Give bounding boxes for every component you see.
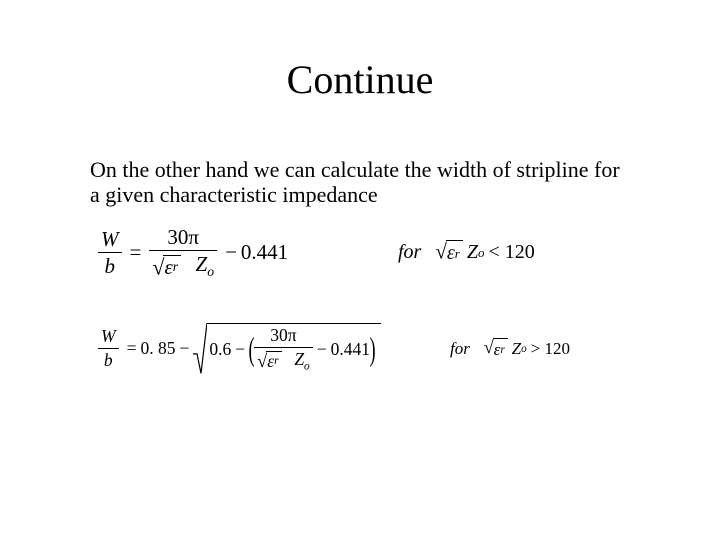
sqrt-arg: εr [163,255,181,278]
eq1-minus: − [225,240,237,265]
sqrt-eps: √ εr [435,240,462,265]
eps: ε [447,242,455,265]
eq2-ratio-num: W [98,328,119,346]
fraction-bar [254,347,313,348]
eq1-condition: for √ εr Zo < 120 [398,240,535,265]
eq1-ratio-den: b [102,256,119,277]
eps: ε [494,340,501,360]
Z-sub: o [521,343,527,355]
eq2-c2: 0.6 [209,339,231,360]
eq2-main-den: √ εr Zo [254,351,313,373]
radical-icon: √ [152,256,164,279]
Z: Z [467,241,478,264]
slide: Continue On the other hand we can calcul… [0,0,720,540]
eq2-minus2: − [235,339,245,360]
sqrt-arg: εr [493,338,508,360]
sqrt-arg: 0.6 − ( 30π √ εr [207,323,381,374]
sqrt-eps: √ εr [257,351,281,371]
radical-icon: √ [257,352,267,372]
eq2-ratio-den: b [101,352,116,370]
sqrt-eps: √ εr [152,255,181,278]
equation-2: W b = 0. 85 − 0.6 − [98,323,660,374]
fraction-bar [98,348,119,349]
Z: Z [294,349,304,369]
eps-sub: r [173,260,178,274]
eq1-expression: W b = 30π √ εr Zo [98,227,288,279]
eq1-equals: = [130,240,142,265]
eq2-minus1: − [179,338,189,359]
radical-icon [193,323,207,374]
eq2-bigsqrt: 0.6 − ( 30π √ εr [193,323,381,374]
fraction-bar [149,250,217,251]
eq1-ratio-num: W [98,229,122,250]
eps-sub: r [455,246,460,262]
for-label: for [450,339,470,359]
sqrt-arg: εr [446,240,463,265]
eq2-condition: for √ εr Zo > 120 [450,338,570,360]
equation-1: W b = 30π √ εr Zo [98,227,660,279]
sqrt-arg: εr [266,351,281,371]
lparen-icon: ( [249,331,255,369]
for-label: for [398,241,421,264]
sqrt-eps: √ εr [484,338,508,360]
eq2-expression: W b = 0. 85 − 0.6 − [98,323,381,374]
Z: Z [512,339,521,359]
eps-sub: r [500,344,504,356]
eq1-main-den: √ εr Zo [149,254,217,279]
eq1-main-num: 30π [164,227,202,248]
eq2-ratio: W b [98,328,119,369]
eq2-gt: > 120 [531,339,570,359]
radical-icon: √ [484,339,494,361]
eq2-const: 0.441 [331,339,370,360]
fraction-bar [98,252,122,253]
eq1-lt: < 120 [488,241,534,264]
eq1-mainfrac: 30π √ εr Zo [149,227,217,279]
Z-sub: o [304,360,310,372]
Z: Z [196,252,208,276]
eps: ε [164,257,172,278]
eps: ε [267,353,274,371]
eq2-main-num: 30π [267,327,299,345]
eq2-equals: = [127,338,137,359]
eq2-minus3: − [317,339,327,360]
rparen-icon: ) [369,331,375,369]
page-title: Continue [0,56,720,103]
eq1-ratio: W b [98,229,122,277]
radical-icon: √ [435,242,447,267]
eq2-mainfrac: 30π √ εr Zo [254,327,313,372]
eps-sub: r [274,356,278,367]
eq2-c1: 0. 85 [140,338,175,359]
body-text: On the other hand we can calculate the w… [90,158,630,207]
eq1-const: 0.441 [241,240,288,265]
Z-sub: o [478,245,485,261]
Z-sub: o [207,264,214,279]
